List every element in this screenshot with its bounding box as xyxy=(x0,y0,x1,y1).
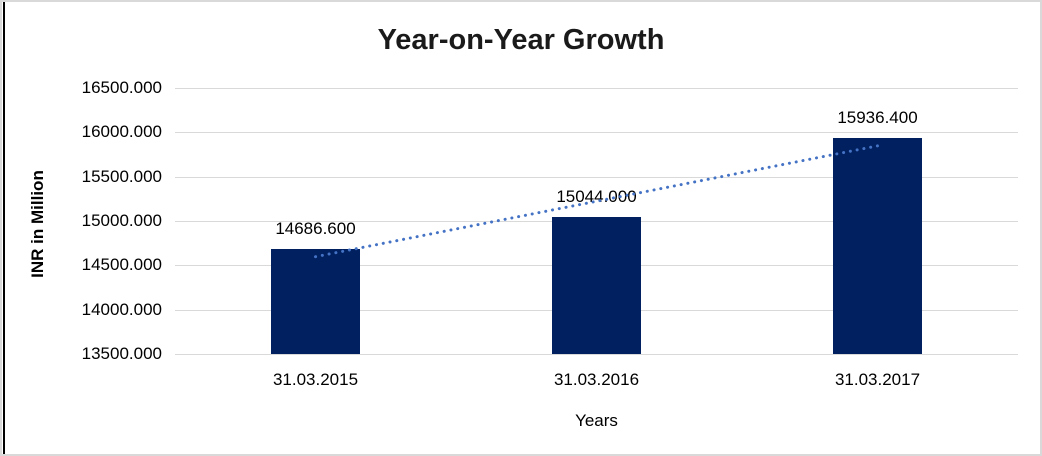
y-axis-title: INR in Million xyxy=(28,170,47,278)
y-tick-label: 14500.000 xyxy=(81,255,162,275)
chart-title: Year-on-Year Growth xyxy=(377,24,665,56)
plot-area: 14686.600 15044.000 15936.400 xyxy=(175,88,1018,355)
data-label: 14686.600 xyxy=(275,218,356,238)
y-tick-label: 16000.000 xyxy=(81,122,162,142)
gridline xyxy=(175,354,1018,355)
x-tick-label: 31.03.2017 xyxy=(834,370,921,389)
gridline xyxy=(175,132,1018,134)
left-edge-line xyxy=(3,2,5,454)
bar-31.03.2015 xyxy=(271,248,360,354)
y-tick-label: 13500.000 xyxy=(81,344,162,363)
x-axis-title: Years xyxy=(575,411,618,430)
y-tick-label: 15500.000 xyxy=(81,166,162,186)
bar-31.03.2016 xyxy=(552,217,641,354)
data-label: 15044.000 xyxy=(556,187,637,207)
x-tick-label: 31.03.2015 xyxy=(272,370,359,389)
y-tick-label: 16500.000 xyxy=(81,78,162,97)
y-tick-label: 14000.000 xyxy=(81,299,162,319)
x-tick-label: 31.03.2016 xyxy=(553,370,640,389)
data-label: 15936.400 xyxy=(837,107,918,127)
y-tick-label: 15000.000 xyxy=(81,211,162,230)
gridline xyxy=(175,88,1018,89)
bar-31.03.2017 xyxy=(833,137,922,354)
gridline xyxy=(175,176,1018,178)
trendline xyxy=(314,144,879,259)
